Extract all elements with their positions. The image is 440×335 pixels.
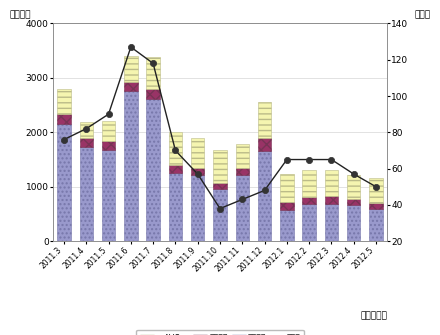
Bar xyxy=(280,174,293,202)
Bar xyxy=(280,210,293,241)
Bar xyxy=(147,57,160,89)
Bar xyxy=(80,147,93,241)
Bar xyxy=(369,203,383,209)
Bar xyxy=(102,121,115,141)
Bar xyxy=(258,151,271,241)
Bar xyxy=(191,168,205,175)
Bar xyxy=(169,173,182,241)
Bar xyxy=(325,196,338,204)
Bar xyxy=(325,170,338,196)
Bar xyxy=(302,170,316,197)
Bar xyxy=(169,165,182,173)
Bar xyxy=(191,138,205,168)
Text: （億円）: （億円） xyxy=(9,10,31,19)
Bar xyxy=(280,202,293,210)
Bar xyxy=(213,183,227,190)
Bar xyxy=(302,197,316,204)
Text: （年・月）: （年・月） xyxy=(360,311,387,320)
Bar xyxy=(347,175,360,199)
Bar xyxy=(80,138,93,147)
Bar xyxy=(213,190,227,241)
Bar xyxy=(169,132,182,165)
Bar xyxy=(57,114,71,124)
Bar xyxy=(347,199,360,205)
Bar xyxy=(147,98,160,241)
Bar xyxy=(57,89,71,114)
Bar xyxy=(102,141,115,150)
Bar xyxy=(213,150,227,183)
Bar xyxy=(124,56,138,82)
Bar xyxy=(325,204,338,241)
Bar xyxy=(258,103,271,138)
Bar xyxy=(258,138,271,151)
Text: （％）: （％） xyxy=(414,10,431,19)
Bar xyxy=(147,89,160,98)
Bar xyxy=(369,178,383,203)
Bar xyxy=(302,204,316,241)
Bar xyxy=(80,122,93,138)
Bar xyxy=(235,175,249,241)
Bar xyxy=(235,168,249,175)
Bar xyxy=(57,124,71,241)
Bar xyxy=(124,91,138,241)
Bar xyxy=(347,205,360,241)
Bar xyxy=(102,150,115,241)
Bar xyxy=(191,175,205,241)
Legend: カーAVC機器, 音声機器, 映像機器, 前年比: カーAVC機器, 音声機器, 映像機器, 前年比 xyxy=(136,330,304,335)
Bar xyxy=(235,144,249,168)
Bar xyxy=(124,82,138,91)
Bar xyxy=(369,209,383,241)
